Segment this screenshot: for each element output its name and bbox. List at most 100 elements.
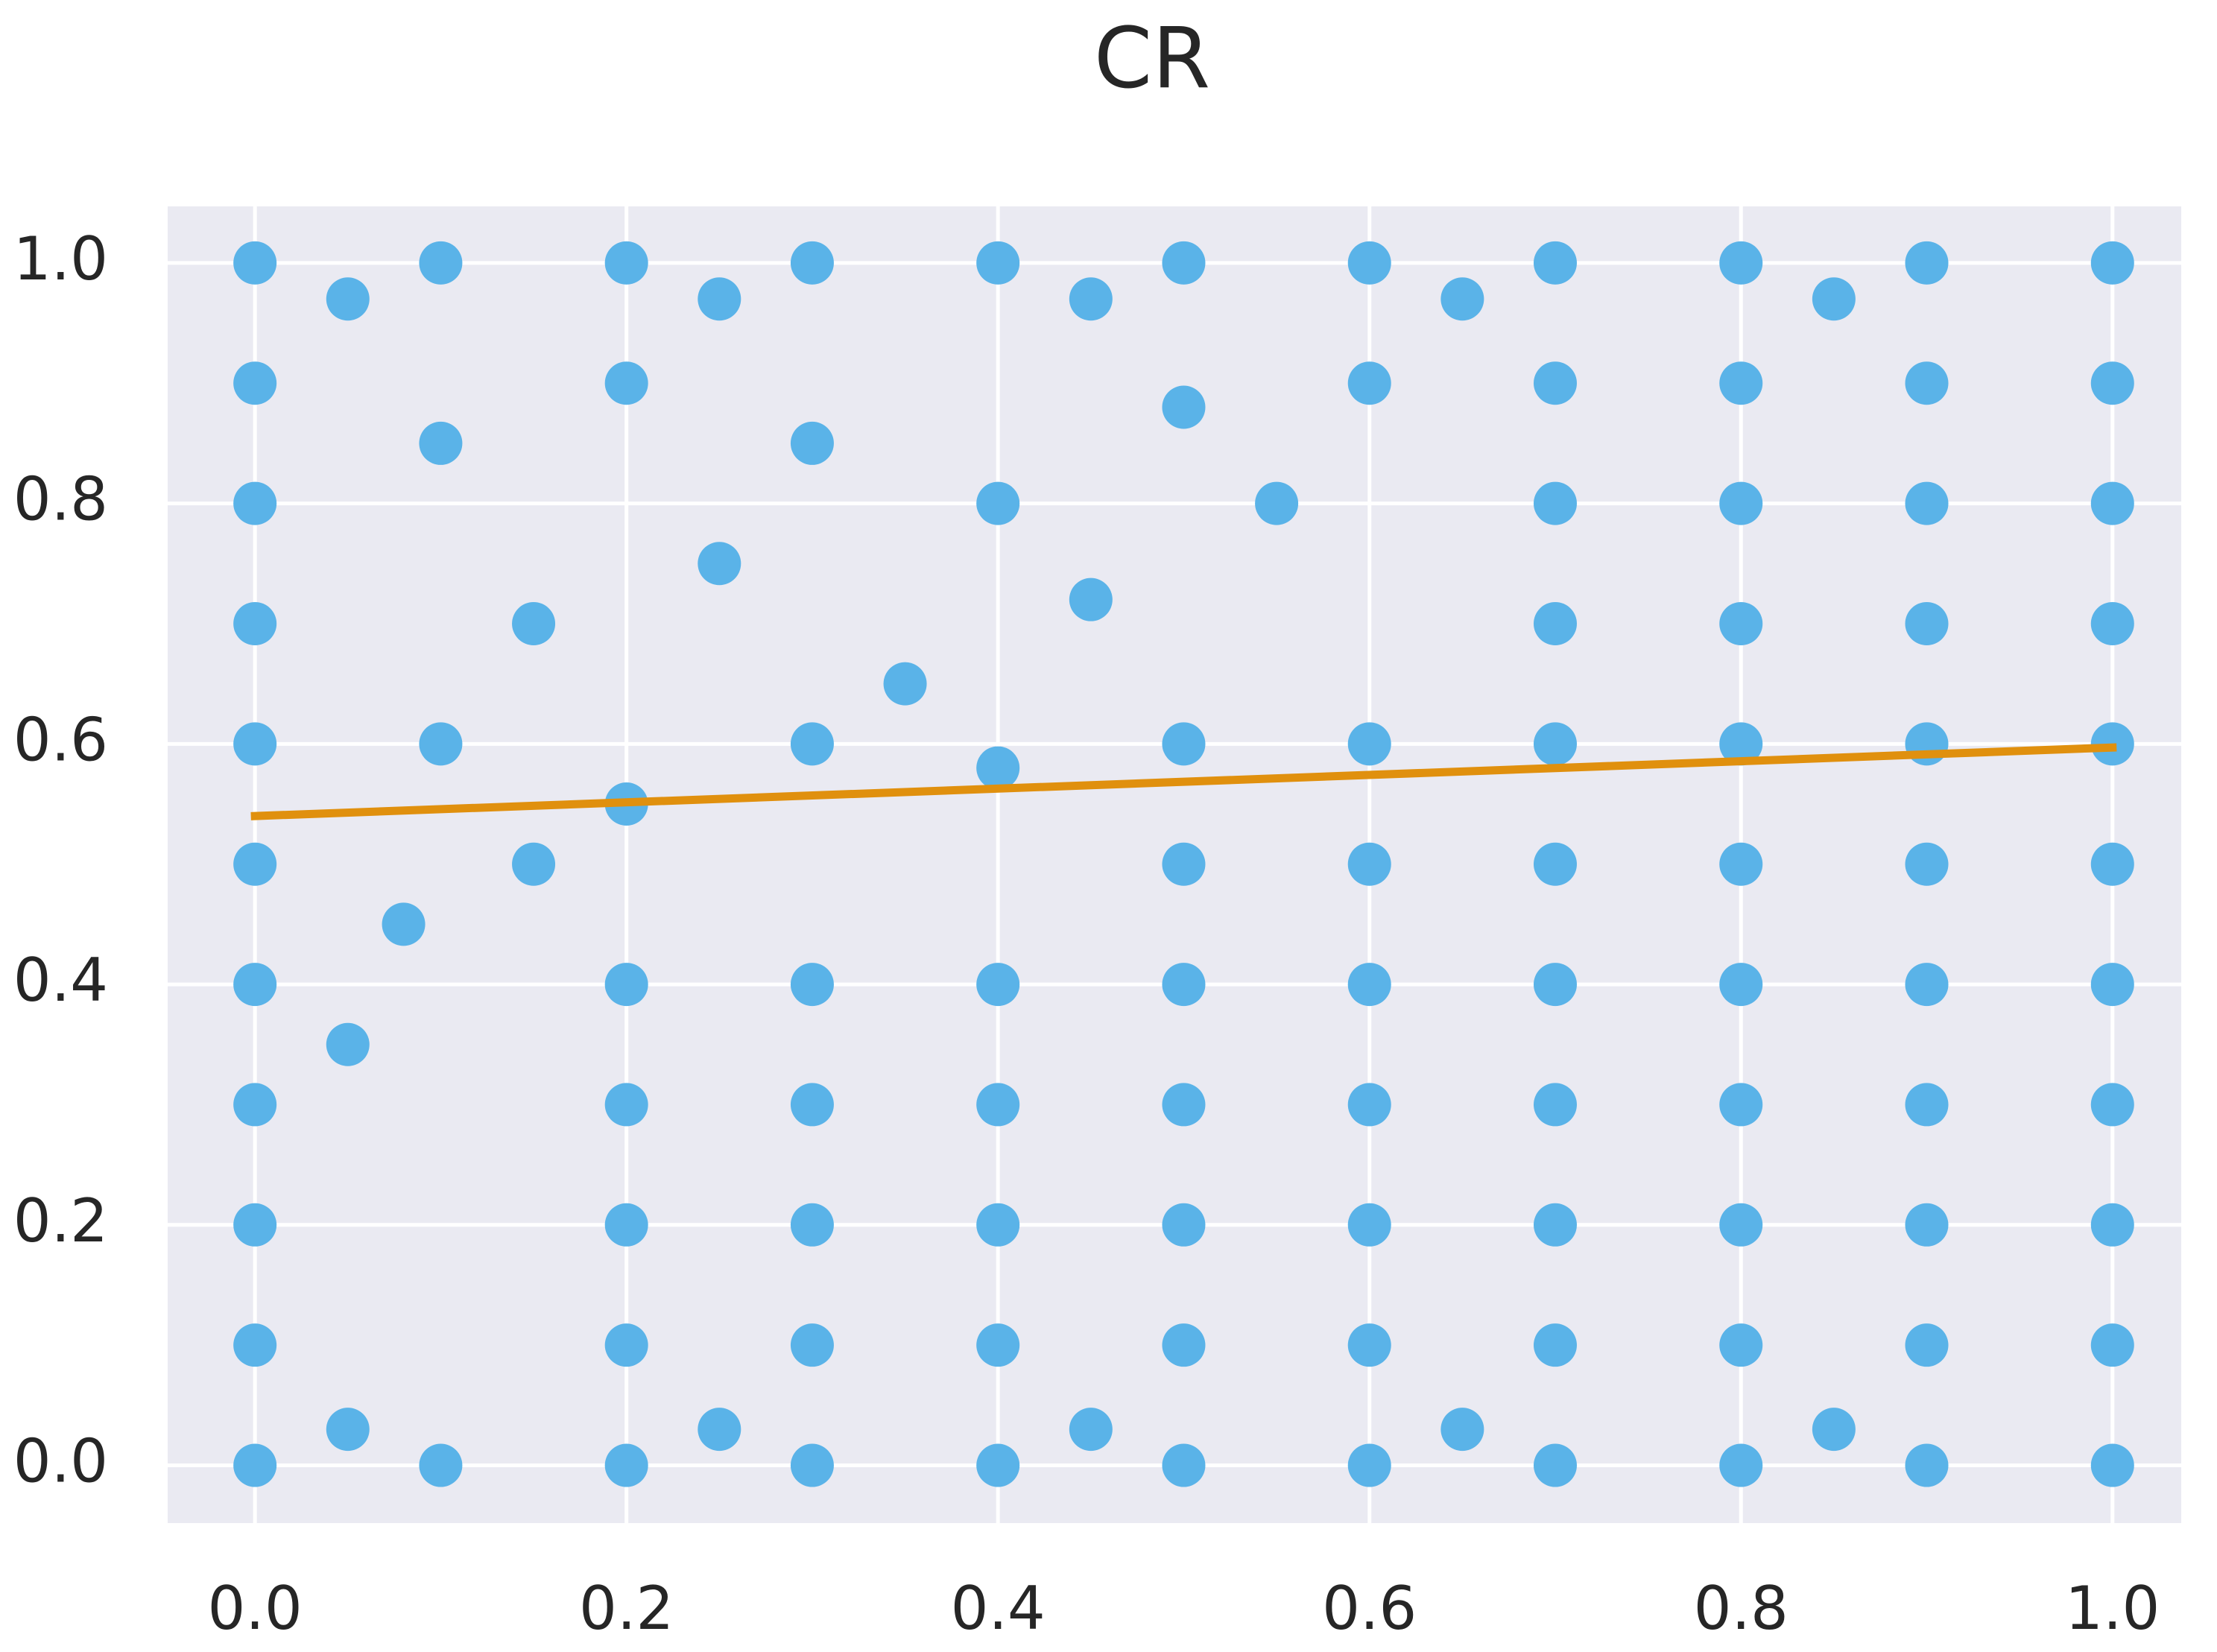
scatter-point (1347, 1443, 1391, 1487)
scatter-point (1162, 1443, 1206, 1487)
scatter-point (1719, 481, 1763, 525)
scatter-point (790, 963, 834, 1007)
scatter-point (604, 963, 648, 1007)
scatter-point (233, 963, 277, 1007)
scatter-point (1905, 722, 1949, 766)
scatter-point (883, 662, 927, 706)
scatter-point (1533, 601, 1577, 645)
scatter-point (233, 481, 277, 525)
scatter-point (976, 963, 1020, 1007)
scatter-point (233, 1323, 277, 1367)
scatter-point (698, 1408, 741, 1452)
scatter-point (976, 1083, 1020, 1127)
scatter-point (1905, 1443, 1949, 1487)
scatter-point (790, 722, 834, 766)
scatter-point (1905, 1083, 1949, 1127)
scatter-point (1533, 481, 1577, 525)
scatter-point (1905, 1203, 1949, 1247)
scatter-point (1347, 241, 1391, 285)
scatter-point (1905, 481, 1949, 525)
scatter-point (1719, 241, 1763, 285)
scatter-point (233, 842, 277, 886)
scatter-point (419, 722, 463, 766)
scatter-point (382, 902, 426, 946)
scatter-point (1347, 1083, 1391, 1127)
scatter-point (604, 1083, 648, 1127)
scatter-point (1533, 361, 1577, 405)
scatter-point (604, 1323, 648, 1367)
scatter-point (1719, 722, 1763, 766)
scatter-point (1069, 577, 1113, 621)
scatter-point (790, 1443, 834, 1487)
scatter-point (233, 1203, 277, 1247)
scatter-point (1162, 722, 1206, 766)
x-tick-label: 0.8 (1694, 1574, 1789, 1643)
scatter-point (1162, 1083, 1206, 1127)
scatter-point (1347, 361, 1391, 405)
scatter-point (1719, 601, 1763, 645)
scatter-point (2090, 1203, 2134, 1247)
scatter-point (326, 1408, 370, 1452)
scatter-point (1719, 1323, 1763, 1367)
scatter-point (512, 842, 556, 886)
scatter-point (1719, 963, 1763, 1007)
scatter-point (1812, 277, 1856, 321)
scatter-point (233, 1443, 277, 1487)
scatter-point (1719, 361, 1763, 405)
scatter-point (604, 1203, 648, 1247)
scatter-point (1905, 963, 1949, 1007)
scatter-point (2090, 1443, 2134, 1487)
scatter-point (2090, 361, 2134, 405)
x-tick-label: 0.4 (951, 1574, 1046, 1643)
scatter-point (419, 241, 463, 285)
scatter-point (790, 1323, 834, 1367)
scatter-point (1905, 241, 1949, 285)
scatter-point (233, 361, 277, 405)
scatter-point (2090, 481, 2134, 525)
scatter-point (1162, 1323, 1206, 1367)
scatter-point (1812, 1408, 1856, 1452)
fit-line (250, 743, 2117, 820)
scatter-point (1162, 241, 1206, 285)
scatter-point (1162, 1203, 1206, 1247)
scatter-point (1162, 385, 1206, 429)
scatter-point (2090, 1323, 2134, 1367)
scatter-point (419, 421, 463, 465)
scatter-point (604, 1443, 648, 1487)
scatter-point (1347, 722, 1391, 766)
y-tick-label: 0.2 (13, 1186, 108, 1256)
scatter-point (790, 1203, 834, 1247)
scatter-point (233, 1083, 277, 1127)
scatter-point (1347, 842, 1391, 886)
scatter-point (326, 277, 370, 321)
scatter-point (2090, 963, 2134, 1007)
scatter-point (976, 746, 1020, 790)
scatter-point (1440, 277, 1484, 321)
scatter-point (233, 241, 277, 285)
x-tick-label: 0.6 (1322, 1574, 1417, 1643)
scatter-point (976, 1323, 1020, 1367)
y-tick-label: 0.8 (13, 465, 108, 534)
scatter-point (1533, 1083, 1577, 1127)
scatter-point (698, 277, 741, 321)
scatter-point (1905, 601, 1949, 645)
scatter-point (1162, 842, 1206, 886)
x-tick-label: 1.0 (2065, 1574, 2160, 1643)
scatter-point (1533, 842, 1577, 886)
scatter-point (1905, 1323, 1949, 1367)
x-tick-label: 0.0 (208, 1574, 303, 1643)
scatter-point (976, 241, 1020, 285)
scatter-point (1162, 963, 1206, 1007)
y-tick-label: 0.4 (13, 946, 108, 1015)
scatter-point (1533, 1323, 1577, 1367)
scatter-point (1347, 1323, 1391, 1367)
scatter-point (1533, 722, 1577, 766)
scatter-point (1347, 963, 1391, 1007)
scatter-point (1719, 1203, 1763, 1247)
scatter-point (1440, 1408, 1484, 1452)
scatter-point (419, 1443, 463, 1487)
scatter-point (2090, 842, 2134, 886)
scatter-point (1533, 1443, 1577, 1487)
scatter-point (1719, 1083, 1763, 1127)
chart-title: CR (1094, 10, 1210, 107)
